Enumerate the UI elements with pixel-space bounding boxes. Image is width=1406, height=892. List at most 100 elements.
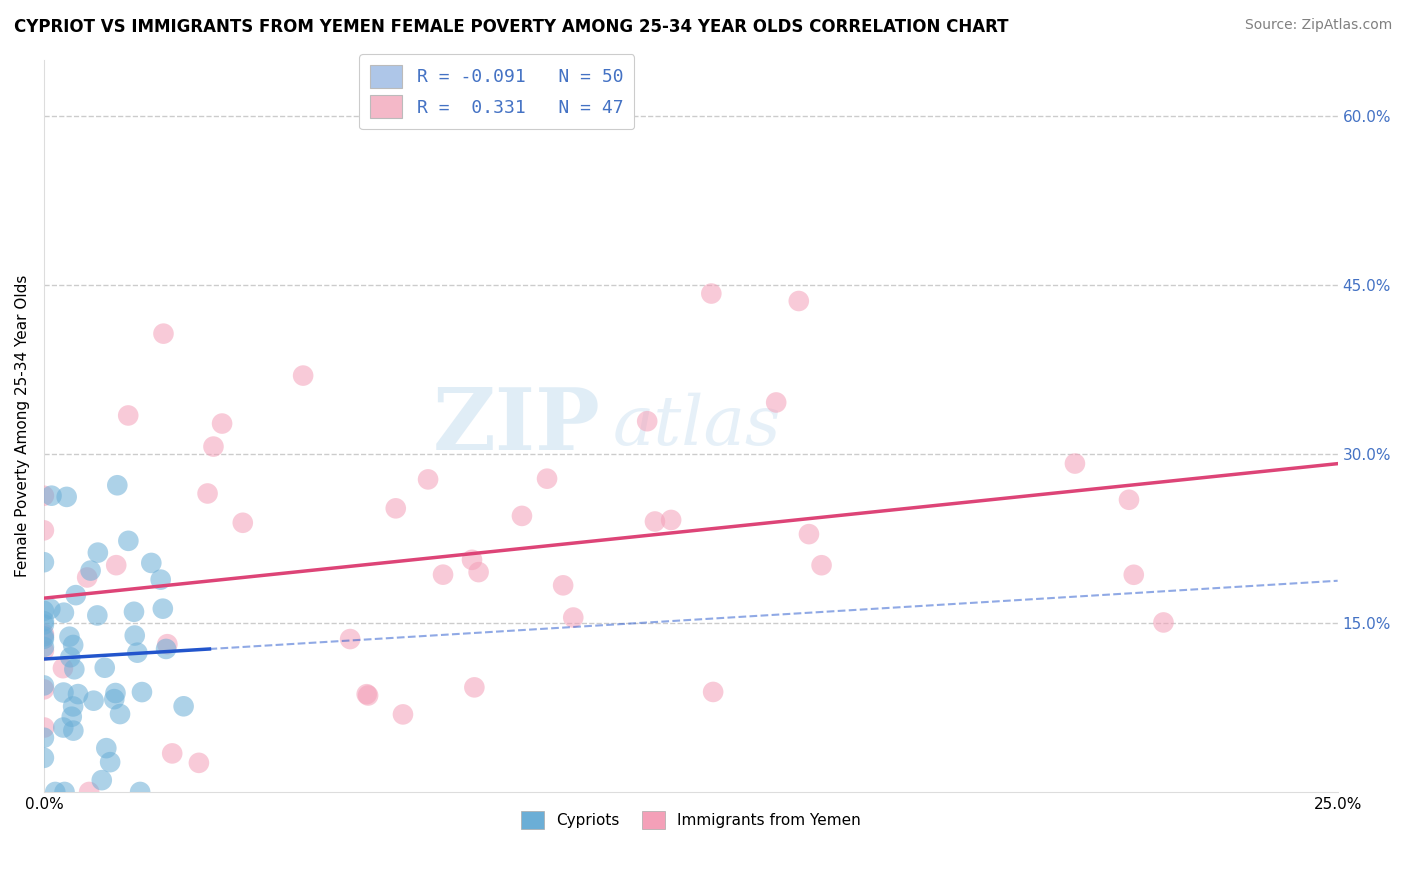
Point	[90, 773, 112, 788]
Point	[93, 661, 115, 675]
Point	[787, 293, 810, 308]
Point	[32, 524, 55, 538]
Point	[76, 570, 98, 584]
Point	[62, 723, 84, 738]
Point	[232, 516, 254, 530]
Point	[53, 785, 76, 799]
Point	[32, 731, 55, 745]
Point	[32, 643, 55, 657]
Point	[187, 756, 209, 770]
Point	[1122, 567, 1144, 582]
Legend: Cypriots, Immigrants from Yemen: Cypriots, Immigrants from Yemen	[515, 805, 868, 836]
Point	[52, 685, 75, 699]
Y-axis label: Female Poverty Among 25-34 Year Olds: Female Poverty Among 25-34 Year Olds	[15, 275, 30, 577]
Point	[32, 604, 55, 618]
Point	[65, 588, 87, 602]
Point	[39, 602, 62, 616]
Point	[32, 555, 55, 569]
Point	[117, 409, 139, 423]
Point	[1118, 492, 1140, 507]
Point	[510, 508, 533, 523]
Point	[32, 614, 55, 628]
Point	[152, 326, 174, 341]
Point	[1153, 615, 1175, 630]
Point	[32, 751, 55, 765]
Point	[149, 573, 172, 587]
Point	[765, 395, 787, 409]
Point	[52, 661, 75, 675]
Point	[202, 440, 225, 454]
Point	[155, 642, 177, 657]
Point	[105, 558, 128, 573]
Point	[152, 601, 174, 615]
Point	[62, 699, 84, 714]
Point	[122, 605, 145, 619]
Point	[32, 678, 55, 692]
Point	[141, 556, 163, 570]
Point	[659, 513, 682, 527]
Point	[62, 638, 84, 652]
Point	[77, 785, 100, 799]
Point	[644, 515, 666, 529]
Point	[96, 741, 118, 756]
Point	[797, 527, 820, 541]
Point	[79, 564, 101, 578]
Point	[32, 632, 55, 646]
Point	[58, 630, 80, 644]
Point	[98, 755, 121, 769]
Point	[124, 628, 146, 642]
Text: ZIP: ZIP	[433, 384, 600, 467]
Point	[562, 610, 585, 624]
Point	[66, 687, 89, 701]
Point	[32, 682, 55, 697]
Point	[392, 707, 415, 722]
Point	[59, 650, 82, 665]
Point	[52, 606, 75, 620]
Point	[463, 681, 485, 695]
Point	[104, 686, 127, 700]
Text: CYPRIOT VS IMMIGRANTS FROM YEMEN FEMALE POVERTY AMONG 25-34 YEAR OLDS CORRELATIO: CYPRIOT VS IMMIGRANTS FROM YEMEN FEMALE …	[14, 18, 1008, 36]
Point	[553, 578, 575, 592]
Point	[700, 286, 723, 301]
Point	[108, 707, 131, 722]
Point	[44, 785, 66, 799]
Point	[60, 709, 83, 723]
Point	[83, 694, 105, 708]
Point	[197, 486, 219, 500]
Point	[156, 637, 179, 651]
Point	[211, 417, 233, 431]
Point	[384, 501, 406, 516]
Point	[127, 646, 149, 660]
Point	[131, 685, 153, 699]
Point	[810, 558, 832, 573]
Point	[339, 632, 361, 646]
Point	[160, 747, 183, 761]
Point	[103, 692, 125, 706]
Point	[416, 472, 439, 486]
Point	[636, 414, 658, 428]
Point	[41, 489, 63, 503]
Point	[86, 608, 108, 623]
Point	[356, 687, 378, 701]
Point	[292, 368, 315, 383]
Point	[87, 546, 110, 560]
Text: atlas: atlas	[613, 392, 782, 459]
Point	[52, 721, 75, 735]
Text: Source: ZipAtlas.com: Source: ZipAtlas.com	[1244, 18, 1392, 32]
Point	[536, 472, 558, 486]
Point	[32, 627, 55, 641]
Point	[32, 640, 55, 654]
Point	[702, 685, 724, 699]
Point	[357, 689, 380, 703]
Point	[461, 553, 484, 567]
Point	[1064, 457, 1087, 471]
Point	[129, 785, 152, 799]
Point	[432, 567, 454, 582]
Point	[63, 662, 86, 676]
Point	[32, 617, 55, 632]
Point	[32, 629, 55, 643]
Point	[173, 699, 195, 714]
Point	[467, 565, 489, 579]
Point	[32, 489, 55, 503]
Point	[117, 533, 139, 548]
